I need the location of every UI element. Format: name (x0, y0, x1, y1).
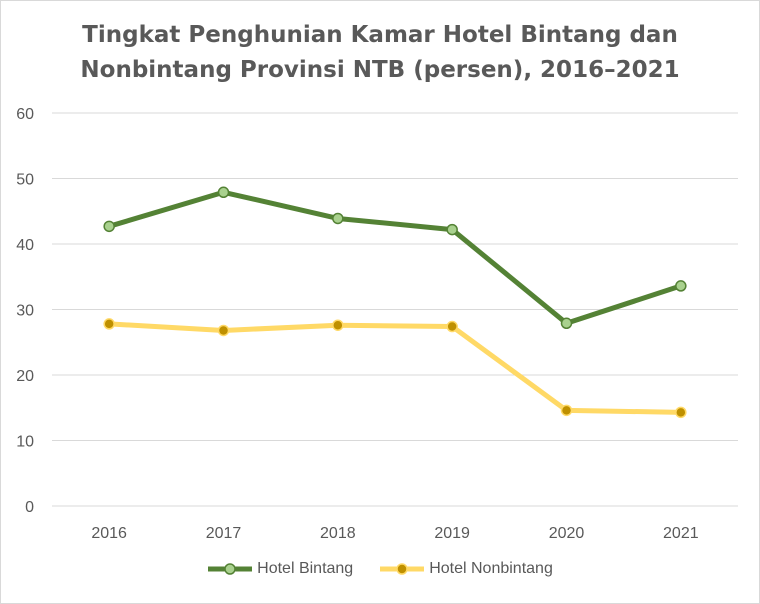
gridlines (52, 112, 738, 507)
x-tick-label: 2017 (206, 525, 242, 542)
y-tick-label: 20 (16, 368, 34, 385)
data-point-hotel-bintang-2018 (332, 212, 344, 225)
legend-item-hotel-bintang[interactable]: Hotel Bintang (207, 560, 353, 578)
legend-swatch-hotel-bintang (208, 563, 253, 575)
series-line-hotel-bintang (106, 189, 684, 326)
series-markers (103, 186, 687, 419)
series-lines (106, 189, 684, 415)
chart-title: Tingkat Penghunian Kamar Hotel Bintang d… (0, 18, 760, 88)
x-tick-label: 2020 (549, 525, 585, 542)
y-tick-label: 10 (16, 434, 34, 451)
chart-title-line-2: Nonbintang Provinsi NTB (persen), 2016–2… (80, 57, 680, 83)
x-tick-label: 2019 (434, 525, 470, 542)
legend-swatch-hotel-nonbintang (380, 563, 425, 575)
data-point-hotel-bintang-2016 (103, 220, 115, 233)
data-point-hotel-nonbintang-2020 (560, 404, 573, 417)
legend: Hotel Bintang Hotel Nonbintang (0, 560, 760, 578)
x-tick-label: 2016 (91, 525, 127, 542)
data-point-hotel-bintang-2021 (675, 280, 687, 292)
y-tick-label: 0 (25, 499, 34, 516)
y-tick-label: 50 (16, 172, 34, 189)
data-point-hotel-nonbintang-2018 (332, 319, 344, 331)
data-point-hotel-nonbintang-2017 (217, 324, 230, 337)
data-point-hotel-nonbintang-2016 (103, 318, 115, 330)
series-line-hotel-nonbintang (106, 321, 684, 415)
data-point-hotel-bintang-2020 (560, 317, 573, 330)
data-point-hotel-bintang-2017 (217, 186, 230, 199)
x-tick-label: 2021 (663, 525, 699, 542)
data-point-hotel-nonbintang-2021 (675, 406, 687, 419)
y-axis-tick-labels: 0 10 20 30 40 50 60 (16, 106, 34, 516)
x-tick-label: 2018 (320, 525, 356, 542)
chart-title-line-1: Tingkat Penghunian Kamar Hotel Bintang d… (82, 22, 678, 48)
legend-label-hotel-nonbintang: Hotel Nonbintang (429, 560, 553, 577)
legend-label-hotel-bintang: Hotel Bintang (257, 560, 354, 577)
legend-item-hotel-nonbintang[interactable]: Hotel Nonbintang (379, 560, 553, 578)
x-axis-tick-labels: 2016 2017 2018 2019 2020 2021 (91, 525, 698, 542)
y-tick-label: 60 (16, 106, 34, 123)
y-tick-label: 40 (16, 237, 34, 254)
y-tick-label: 30 (16, 303, 34, 320)
data-point-hotel-bintang-2019 (446, 223, 458, 236)
data-point-hotel-nonbintang-2019 (446, 320, 458, 333)
